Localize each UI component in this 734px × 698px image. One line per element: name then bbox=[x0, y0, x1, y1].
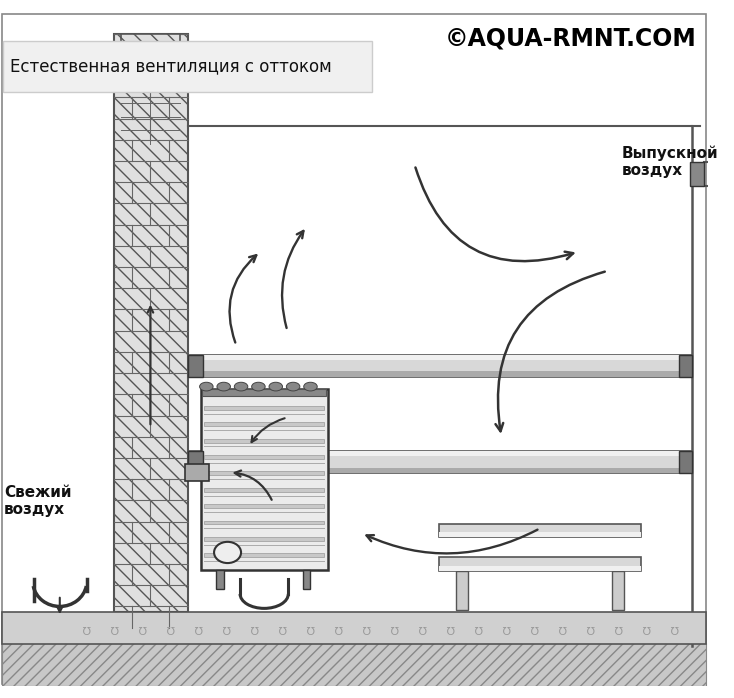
Text: Ω: Ω bbox=[502, 623, 510, 632]
Text: Ω: Ω bbox=[669, 623, 678, 632]
Bar bbox=[216, 570, 224, 589]
Bar bbox=[612, 571, 624, 610]
Text: Ω: Ω bbox=[474, 623, 482, 632]
Bar bbox=[204, 537, 324, 541]
Text: Ω: Ω bbox=[195, 623, 203, 632]
Bar bbox=[188, 451, 203, 473]
Bar bbox=[2, 612, 706, 644]
Bar bbox=[3, 41, 372, 91]
Text: Ω: Ω bbox=[278, 623, 287, 632]
Bar bbox=[188, 355, 692, 377]
Ellipse shape bbox=[234, 383, 248, 391]
Text: Свежий
воздух: Свежий воздух bbox=[4, 485, 71, 517]
Bar bbox=[188, 355, 692, 359]
Bar bbox=[2, 643, 706, 685]
Ellipse shape bbox=[200, 383, 213, 391]
Text: Ω: Ω bbox=[390, 623, 399, 632]
Text: Ω: Ω bbox=[111, 623, 119, 632]
Bar bbox=[204, 455, 324, 459]
Bar bbox=[679, 451, 692, 473]
Bar bbox=[122, 34, 181, 89]
Ellipse shape bbox=[214, 542, 241, 563]
Bar bbox=[188, 451, 692, 456]
Text: Ω: Ω bbox=[334, 623, 343, 632]
Text: Ω: Ω bbox=[418, 623, 426, 632]
Ellipse shape bbox=[304, 383, 317, 391]
Ellipse shape bbox=[286, 383, 300, 391]
Bar bbox=[439, 566, 642, 571]
Bar bbox=[185, 463, 209, 481]
Text: Естественная вентиляция с оттоком: Естественная вентиляция с оттоком bbox=[10, 57, 331, 75]
Bar bbox=[188, 451, 692, 473]
Ellipse shape bbox=[252, 383, 265, 391]
Bar bbox=[439, 532, 642, 537]
Ellipse shape bbox=[269, 383, 283, 391]
Text: Ω: Ω bbox=[530, 623, 539, 632]
Bar bbox=[204, 406, 324, 410]
Bar bbox=[204, 488, 324, 491]
Text: Ω: Ω bbox=[642, 623, 650, 632]
Bar bbox=[114, 34, 188, 612]
Bar bbox=[204, 438, 324, 443]
Text: Ω: Ω bbox=[614, 623, 622, 632]
Bar bbox=[439, 557, 642, 571]
Text: Ω: Ω bbox=[362, 623, 371, 632]
Ellipse shape bbox=[217, 383, 230, 391]
Text: Ω: Ω bbox=[139, 623, 147, 632]
Text: Ω: Ω bbox=[167, 623, 175, 632]
Bar bbox=[188, 355, 203, 377]
Text: Ω: Ω bbox=[446, 623, 454, 632]
Bar bbox=[204, 521, 324, 524]
Bar bbox=[204, 504, 324, 508]
Bar bbox=[204, 422, 324, 426]
Text: Ω: Ω bbox=[586, 623, 595, 632]
Text: Ω: Ω bbox=[222, 623, 230, 632]
Bar bbox=[204, 554, 324, 557]
Bar bbox=[204, 471, 324, 475]
Bar bbox=[188, 371, 692, 377]
Bar bbox=[302, 570, 310, 589]
Text: Ω: Ω bbox=[306, 623, 315, 632]
Text: Ω: Ω bbox=[558, 623, 567, 632]
Text: Выпускной
воздух: Выпускной воздух bbox=[622, 146, 719, 179]
Text: ©AQUA-RMNT.COM: ©AQUA-RMNT.COM bbox=[444, 27, 696, 51]
Text: Ω: Ω bbox=[82, 623, 91, 632]
Text: Ω: Ω bbox=[250, 623, 259, 632]
Bar bbox=[203, 389, 326, 396]
Bar bbox=[691, 162, 704, 186]
Bar bbox=[439, 524, 642, 537]
Bar bbox=[679, 355, 692, 377]
Bar bbox=[188, 468, 692, 473]
Bar bbox=[456, 571, 468, 610]
Bar bbox=[200, 389, 328, 570]
